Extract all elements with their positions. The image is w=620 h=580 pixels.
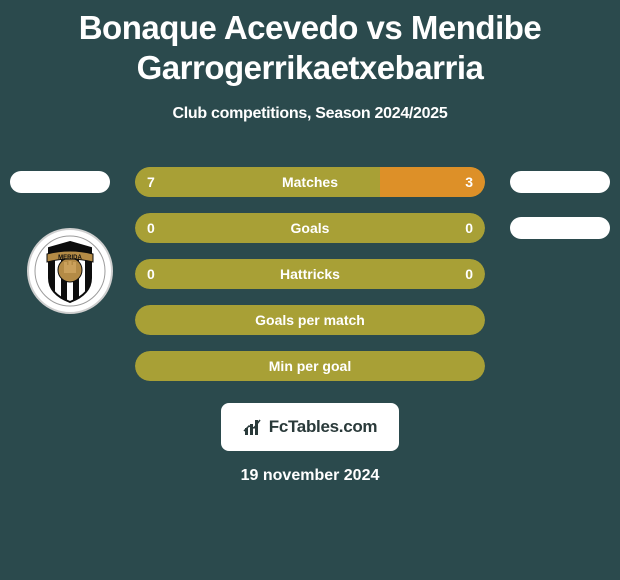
- stat-bar: Min per goal: [135, 351, 485, 381]
- subtitle: Club competitions, Season 2024/2025: [173, 105, 448, 123]
- team-badge-left: MERIDA: [20, 228, 120, 314]
- stat-row: Min per goal: [0, 343, 620, 389]
- stat-bar: 73Matches: [135, 167, 485, 197]
- stat-row: 73Matches: [0, 159, 620, 205]
- bar-chart-icon: [243, 417, 263, 437]
- stat-label: Hattricks: [135, 266, 485, 282]
- stat-bar: 00Hattricks: [135, 259, 485, 289]
- stat-label: Goals per match: [135, 312, 485, 328]
- title-line-1: Bonaque Acevedo vs Mendibe: [79, 9, 542, 46]
- title-line-2: Garrogerrikaetxebarria: [137, 49, 484, 86]
- player-pill-right: [510, 171, 610, 193]
- footer-brand-text: FcTables.com: [269, 417, 378, 437]
- stat-label: Matches: [135, 174, 485, 190]
- player-pill-left: [10, 171, 110, 193]
- stat-label: Min per goal: [135, 358, 485, 374]
- page-title: Bonaque Acevedo vs Mendibe Garrogerrikae…: [79, 8, 542, 87]
- stat-bar: 00Goals: [135, 213, 485, 243]
- footer-brand-box: FcTables.com: [221, 403, 400, 451]
- stat-label: Goals: [135, 220, 485, 236]
- date-label: 19 november 2024: [241, 467, 380, 485]
- stat-bar: Goals per match: [135, 305, 485, 335]
- player-pill-right: [510, 217, 610, 239]
- svg-text:MERIDA: MERIDA: [58, 255, 82, 261]
